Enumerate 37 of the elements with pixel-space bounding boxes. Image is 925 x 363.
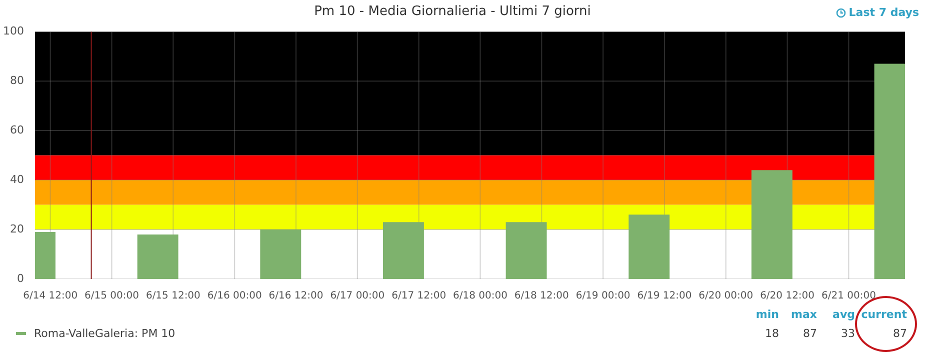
- y-tick-label: 80: [10, 74, 24, 87]
- text: 33: [840, 327, 855, 340]
- legend-label: Roma-ValleGaleria: PM 10: [34, 327, 176, 340]
- x-tick-label: 6/15 12:00: [146, 290, 200, 302]
- bar: [382, 222, 424, 279]
- x-tick-label: 6/18 12:00: [514, 290, 569, 302]
- bar: [260, 230, 302, 279]
- text: 87: [892, 327, 907, 340]
- x-tick-label: 6/20 00:00: [698, 290, 754, 302]
- y-tick-label: 0: [16, 272, 24, 285]
- x-tick-label: 6/16 12:00: [268, 290, 324, 302]
- y-tick-label: 100: [2, 24, 24, 38]
- text: current: [860, 308, 907, 321]
- x-tick-label: 6/19 00:00: [576, 290, 630, 302]
- y-tick-label: 60: [10, 123, 24, 136]
- bar: [628, 214, 670, 279]
- text: 87: [802, 327, 817, 340]
- x-tick-label: 6/14 12:00: [23, 290, 78, 302]
- text: 18: [764, 327, 779, 340]
- text: min: [754, 308, 779, 321]
- text: avg: [832, 308, 855, 321]
- bar: [506, 222, 547, 279]
- chart-title: Pm 10 - Media Giornalieria - Ultimi 7 giorni: [314, 4, 591, 20]
- x-tick-label: 6/20 12:00: [760, 290, 815, 302]
- text: max: [790, 308, 817, 321]
- y-tick-label: 20: [10, 222, 24, 236]
- x-tick-label: 6/17 12:00: [392, 290, 446, 302]
- x-tick-label: 6/15 00:00: [84, 290, 139, 302]
- bar: [137, 234, 178, 279]
- y-tick-label: 40: [10, 172, 24, 186]
- x-tick-label: 6/17 00:00: [330, 290, 385, 302]
- x-tick-label: 6/18 00:00: [453, 290, 508, 302]
- x-tick-label: 6/21 00:00: [821, 290, 876, 302]
- bar: [751, 170, 792, 279]
- x-tick-label: 6/16 00:00: [207, 290, 262, 302]
- x-tick-label: 6/19 12:00: [637, 290, 692, 302]
- text: Last 7 days: [848, 6, 919, 19]
